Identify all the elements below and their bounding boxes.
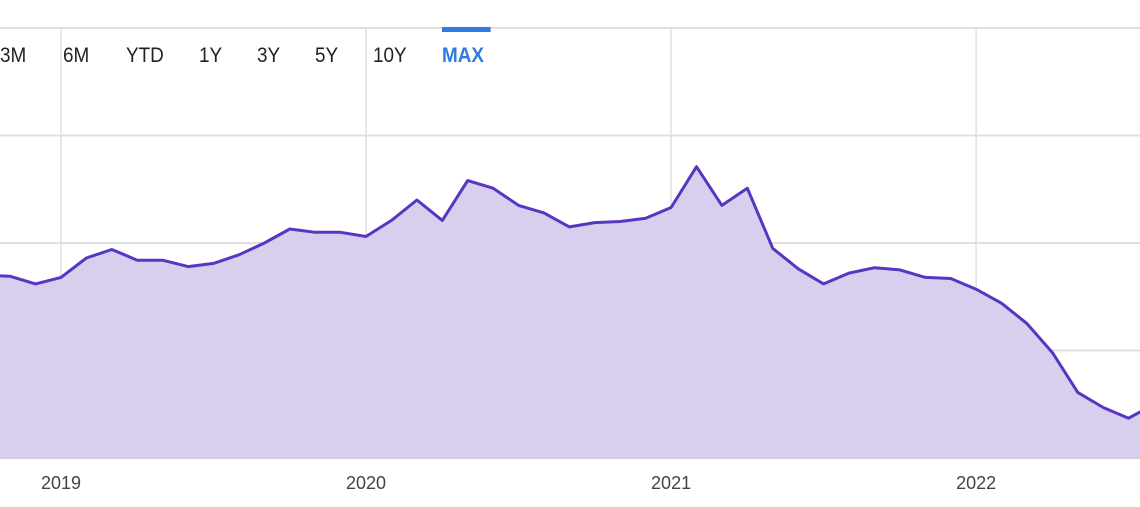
data-point-2020-12 [644, 216, 648, 220]
data-point-2021-09 [872, 266, 876, 270]
data-point-2022-07 [1127, 416, 1131, 420]
data-point-2022-01 [974, 287, 978, 291]
data-point-2020-11 [618, 220, 622, 224]
data-point-2019-02 [84, 256, 88, 260]
data-point-2020-09 [567, 225, 571, 229]
data-point-2021-07 [822, 282, 826, 286]
range-max-label: MAX [442, 44, 485, 67]
data-point-2022-06 [1101, 405, 1105, 409]
data-point-2021-10 [898, 268, 902, 272]
data-point-2018-11 [8, 274, 12, 278]
data-point-2022-04 [1050, 351, 1054, 355]
data-point-2021-02 [695, 165, 699, 169]
data-point-2020-05 [466, 179, 470, 183]
data-point-2020-02 [389, 218, 393, 222]
data-point-2022-03 [1025, 322, 1029, 326]
data-point-2021-12 [949, 276, 953, 280]
range-6m-button[interactable]: 6M [63, 44, 90, 67]
range-10y-button[interactable]: 10Y [373, 44, 407, 67]
data-point-2019-08 [237, 253, 241, 257]
data-point-2021-06 [796, 267, 800, 271]
data-point-2021-08 [847, 271, 851, 275]
range-5y-button[interactable]: 5Y [315, 44, 339, 67]
data-point-2021-01 [669, 206, 673, 210]
data-point-2021-03 [720, 203, 724, 207]
data-point-2020-08 [542, 211, 546, 215]
x-tick-label: 2019 [41, 473, 81, 493]
data-point-2019-01 [59, 275, 63, 279]
data-point-2022-02 [1000, 301, 1004, 305]
data-point-2021-04 [745, 186, 749, 190]
data-point-2022-05 [1076, 390, 1080, 394]
range-3m-button[interactable]: 3M [0, 44, 27, 67]
data-point-2020-10 [593, 221, 597, 225]
data-point-2019-10 [288, 227, 292, 231]
data-point-2018-12 [34, 282, 38, 286]
data-point-2021-05 [771, 246, 775, 250]
range-max-button[interactable]: MAX [442, 27, 491, 68]
data-point-2019-05 [161, 258, 165, 262]
data-point-2020-07 [517, 203, 521, 207]
x-tick-label: 2022 [956, 473, 996, 493]
x-tick-label: 2020 [346, 473, 386, 493]
range-3y-button[interactable]: 3Y [257, 44, 281, 67]
data-point-2019-11 [313, 230, 317, 234]
data-point-2020-06 [491, 186, 495, 190]
range-1y-button[interactable]: 1Y [199, 44, 223, 67]
data-point-2020-01 [364, 235, 368, 239]
range-ytd-button[interactable]: YTD [126, 44, 164, 67]
data-point-2021-11 [923, 275, 927, 279]
data-point-2019-09 [262, 241, 266, 245]
selected-indicator [442, 27, 491, 32]
data-point-2020-03 [415, 198, 419, 202]
data-point-2019-04 [135, 258, 139, 262]
series-line [0, 165, 1140, 420]
data-point-2019-03 [110, 247, 114, 251]
x-tick-label: 2021 [651, 473, 691, 493]
data-point-2019-06 [186, 265, 190, 269]
data-point-2020-04 [440, 218, 444, 222]
area-fill [0, 166, 1140, 458]
data-point-2019-07 [212, 261, 216, 265]
data-point-2019-12 [339, 230, 343, 234]
